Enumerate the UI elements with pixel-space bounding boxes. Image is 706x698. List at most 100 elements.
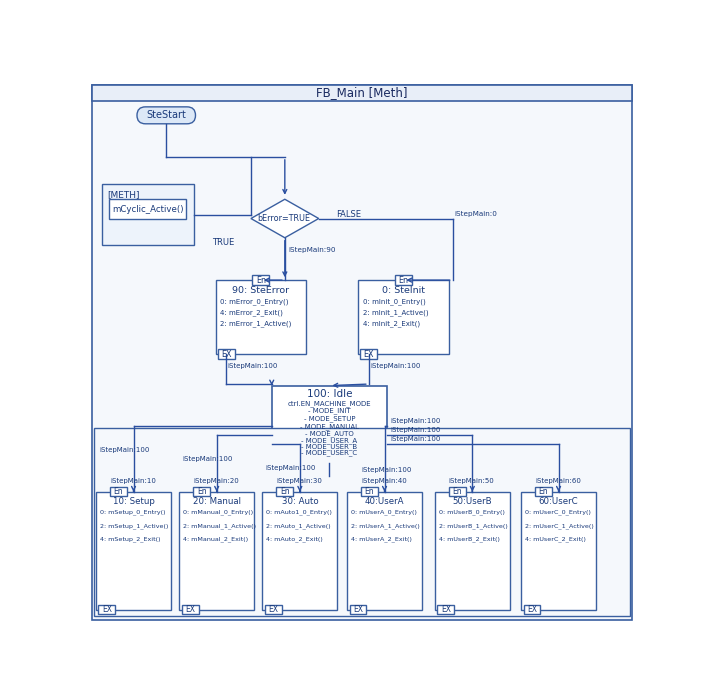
Text: 2: mUserC_1_Active(): 2: mUserC_1_Active() xyxy=(525,523,594,528)
FancyBboxPatch shape xyxy=(347,492,422,609)
Text: EX: EX xyxy=(527,605,537,614)
Text: 100: Idle: 100: Idle xyxy=(306,389,352,399)
Text: 0: mUserC_0_Entry(): 0: mUserC_0_Entry() xyxy=(525,510,591,516)
Text: ctrl.EN_MACHINE_MODE: ctrl.EN_MACHINE_MODE xyxy=(287,400,371,407)
Text: iStepMain:50: iStepMain:50 xyxy=(449,478,495,484)
Text: 0: mError_0_Entry(): 0: mError_0_Entry() xyxy=(220,298,289,305)
Text: 50:UserB: 50:UserB xyxy=(453,498,492,506)
Text: En: En xyxy=(197,487,206,496)
Text: 4: mUserB_2_Exit(): 4: mUserB_2_Exit() xyxy=(439,536,500,542)
Text: 4: mSetup_2_Exit(): 4: mSetup_2_Exit() xyxy=(100,536,160,542)
Text: - MODE_USER_C: - MODE_USER_C xyxy=(301,450,357,456)
Text: - MODE_USER_A: - MODE_USER_A xyxy=(301,437,357,444)
FancyBboxPatch shape xyxy=(181,605,198,614)
FancyBboxPatch shape xyxy=(96,492,171,609)
Text: iStepMain:40: iStepMain:40 xyxy=(361,478,407,484)
FancyBboxPatch shape xyxy=(94,428,630,616)
Text: 2: mInit_1_Active(): 2: mInit_1_Active() xyxy=(363,309,429,315)
Text: 60:UserC: 60:UserC xyxy=(539,498,578,506)
Text: EX: EX xyxy=(268,605,278,614)
Text: 20: Manual: 20: Manual xyxy=(193,498,241,506)
Text: 30: Auto: 30: Auto xyxy=(282,498,318,506)
Text: EX: EX xyxy=(185,605,195,614)
FancyBboxPatch shape xyxy=(263,492,337,609)
Text: 0: mInit_0_Entry(): 0: mInit_0_Entry() xyxy=(363,298,425,305)
FancyBboxPatch shape xyxy=(272,385,387,463)
Text: En: En xyxy=(539,487,549,496)
Text: 2: mError_1_Active(): 2: mError_1_Active() xyxy=(220,320,292,327)
Text: En: En xyxy=(114,487,124,496)
FancyBboxPatch shape xyxy=(92,85,632,101)
Text: iStepMain:30: iStepMain:30 xyxy=(276,478,322,484)
FancyBboxPatch shape xyxy=(361,487,378,496)
FancyBboxPatch shape xyxy=(215,280,306,354)
FancyBboxPatch shape xyxy=(449,487,466,496)
FancyBboxPatch shape xyxy=(193,487,210,496)
Text: - MODE_USER_B: - MODE_USER_B xyxy=(301,443,357,450)
Text: iStepMain:10: iStepMain:10 xyxy=(110,478,156,484)
Text: EX: EX xyxy=(364,350,374,359)
FancyBboxPatch shape xyxy=(265,605,282,614)
Text: - MODE_INIT: - MODE_INIT xyxy=(308,408,351,415)
Text: 2: mAuto_1_Active(): 2: mAuto_1_Active() xyxy=(266,523,331,528)
Text: bError=TRUE: bError=TRUE xyxy=(257,214,310,223)
Polygon shape xyxy=(251,199,318,238)
Text: iStepMain:0: iStepMain:0 xyxy=(454,211,497,217)
FancyBboxPatch shape xyxy=(521,492,596,609)
Text: EX: EX xyxy=(441,605,450,614)
FancyBboxPatch shape xyxy=(109,199,186,219)
Text: iStepMain:100: iStepMain:100 xyxy=(390,436,441,443)
FancyBboxPatch shape xyxy=(435,492,510,609)
Text: 2: mUserB_1_Active(): 2: mUserB_1_Active() xyxy=(439,523,508,528)
Text: EX: EX xyxy=(102,605,112,614)
FancyBboxPatch shape xyxy=(358,280,449,354)
FancyBboxPatch shape xyxy=(92,85,632,620)
Text: iStepMain:100: iStepMain:100 xyxy=(182,456,233,462)
FancyBboxPatch shape xyxy=(102,184,194,246)
Text: 0: mAuto1_0_Entry(): 0: mAuto1_0_Entry() xyxy=(266,510,333,516)
FancyBboxPatch shape xyxy=(179,492,254,609)
Text: 4: mManual_2_Exit(): 4: mManual_2_Exit() xyxy=(183,536,249,542)
FancyBboxPatch shape xyxy=(253,276,270,285)
Text: En: En xyxy=(280,487,289,496)
Text: iStepMain:100: iStepMain:100 xyxy=(390,418,441,424)
FancyBboxPatch shape xyxy=(524,605,541,614)
Text: FB_Main [Meth]: FB_Main [Meth] xyxy=(316,87,407,100)
Text: 40:UserA: 40:UserA xyxy=(365,498,405,506)
Text: 90: SteError: 90: SteError xyxy=(232,286,289,295)
FancyBboxPatch shape xyxy=(360,350,377,359)
Text: EX: EX xyxy=(353,605,363,614)
Text: 4: mUserA_2_Exit(): 4: mUserA_2_Exit() xyxy=(351,536,412,542)
Text: 4: mAuto_2_Exit(): 4: mAuto_2_Exit() xyxy=(266,536,323,542)
Text: iStepMain:100: iStepMain:100 xyxy=(361,467,412,473)
Text: 2: mManual_1_Active(): 2: mManual_1_Active() xyxy=(183,523,256,528)
Text: EX: EX xyxy=(221,350,232,359)
Text: En: En xyxy=(398,276,408,285)
Text: 4: mUserC_2_Exit(): 4: mUserC_2_Exit() xyxy=(525,536,586,542)
Text: iStepMain:100: iStepMain:100 xyxy=(390,427,441,433)
FancyBboxPatch shape xyxy=(98,605,115,614)
Text: TRUE: TRUE xyxy=(212,238,234,247)
Text: - MODE_AUTO: - MODE_AUTO xyxy=(305,431,354,438)
FancyBboxPatch shape xyxy=(276,487,293,496)
Text: mCyclic_Active(): mCyclic_Active() xyxy=(112,205,184,214)
Text: En: En xyxy=(453,487,462,496)
Text: FALSE: FALSE xyxy=(335,210,361,219)
Text: En: En xyxy=(256,276,266,285)
Text: 0: mManual_0_Entry(): 0: mManual_0_Entry() xyxy=(183,510,253,516)
Text: 0: mUserA_0_Entry(): 0: mUserA_0_Entry() xyxy=(351,510,417,516)
Text: iStepMain:100: iStepMain:100 xyxy=(228,364,278,369)
Text: iStepMain:100: iStepMain:100 xyxy=(265,465,316,471)
Text: 4: mError_2_Exit(): 4: mError_2_Exit() xyxy=(220,309,283,315)
FancyBboxPatch shape xyxy=(218,350,235,359)
Text: 0: mUserB_0_Entry(): 0: mUserB_0_Entry() xyxy=(439,510,505,516)
FancyBboxPatch shape xyxy=(110,487,127,496)
Text: iStepMain:90: iStepMain:90 xyxy=(288,247,335,253)
Text: SteStart: SteStart xyxy=(146,110,186,120)
FancyBboxPatch shape xyxy=(349,605,366,614)
FancyBboxPatch shape xyxy=(535,487,552,496)
Text: 0: SteInit: 0: SteInit xyxy=(382,286,425,295)
Text: - MODE_SETUP: - MODE_SETUP xyxy=(304,415,355,422)
Text: En: En xyxy=(365,487,374,496)
Text: 4: mInit_2_Exit(): 4: mInit_2_Exit() xyxy=(363,320,420,327)
